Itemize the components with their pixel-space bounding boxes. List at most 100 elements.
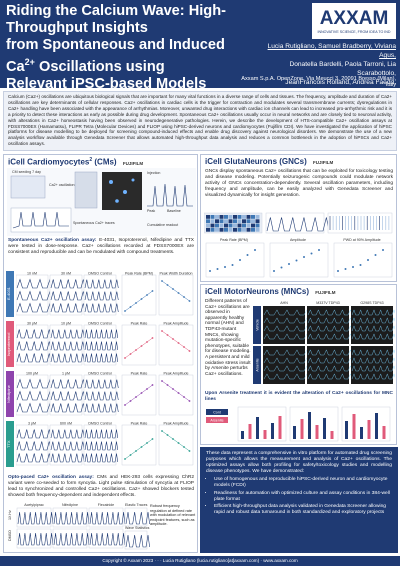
plot-title: Peak Amplitude [164,422,189,426]
heatmap-cell [215,215,219,219]
affiliation: Axxam S.p.A. OpenZone, Via Meucci 3, 200… [241,76,396,88]
arsenite-bar-plots: Cont Arsenite [206,406,391,442]
diagram-label: Peak [147,209,155,213]
calcium-trace [50,341,85,351]
opto-paced-figure: Acetylpiprac Nifedipine Flecainide 1X Hz DMS… [8,503,196,550]
plot-title: Peak Rate [131,372,148,376]
moto-trace [351,357,395,364]
moto-trace [351,349,395,356]
data-point [295,259,298,262]
bar [300,419,304,439]
dose-label: 30 nM [61,272,71,276]
bar [263,430,267,439]
data-point [344,268,347,270]
heatmap-cell [242,215,246,219]
heatmap-cell [219,223,224,228]
heatmap-cell [255,227,260,232]
calcium-trace [16,453,52,463]
opto-col-label: Flecainide [98,503,114,507]
heatmap-cell [224,215,228,219]
plot-title: Peak Width Duration [160,272,193,276]
bar [248,424,252,439]
dose-response-plot [158,424,194,466]
fit-curve [161,380,190,402]
title-text: (CMs) [92,157,117,167]
heatmap-cell [206,227,210,232]
bar [278,416,282,439]
calcium-trace [16,429,52,439]
plot-title: Peak Rate (BPM) [125,272,153,276]
title-line: Riding the Calcium Wave: High-Throughput… [6,3,226,36]
heatmap-cell [215,223,219,228]
calcium-trace [84,279,119,289]
moto-trace [307,333,353,340]
moto-title: iCell MotorNeurons (MNCs) FUJIFILM [201,285,396,296]
title-line: from Spontaneous and Induced [6,37,225,53]
fit-curve [161,280,190,302]
data-point [224,266,226,268]
calcium-trace [50,453,85,463]
heatmap-cell [251,215,255,219]
calcium-trace [84,403,119,413]
opto-note: Robust frequency regulation at defined r… [150,504,196,527]
cardio-title: iCell Cardiomyocytes2 (CMs) FUJIFILM [4,155,197,167]
bar [271,423,274,439]
heatmap-cell [255,219,260,224]
dose-label: 3 pM [28,422,36,426]
calcium-trace [84,353,119,363]
calcium-trace [84,453,119,463]
heatmap-cell [237,215,242,219]
heatmap-cell [219,219,224,224]
heatmap-cell [210,223,215,228]
opto-trace [17,533,54,546]
calcium-trace [84,441,119,451]
conclusion-bullet: Use of homogenous and reproducible hiPSC… [214,477,392,489]
author-line: Lucia Rutigliano, Samuel Bradberry, Vivi… [267,43,396,59]
bar [323,418,326,439]
axxam-logo: AXXAM INNOVATIVE SCIENCE, FROM IDEA TO I… [312,3,396,39]
data-point [318,249,320,251]
title-sup: 2+ [24,57,35,67]
dose-label: 10 nM [27,272,37,276]
gluta-plots: Peak Rate (BPM) Amplitude PWD at 90% Ampli… [204,212,393,278]
conclusion-box: These data represent a comprehensive in … [200,447,398,553]
arsenite-heading: Upon Arsenite treatment it is evident th… [205,391,393,402]
data-point [288,263,290,265]
opto-trace [89,512,126,525]
fujifilm-logo: FUJIFILM [315,290,336,295]
gluta-plot-label: PWD at 90% Amplitude [343,238,380,242]
bar [382,426,386,439]
data-point [231,264,234,266]
data-point [337,270,339,272]
data-point [303,256,305,258]
plot-title: Peak Rate [131,322,148,326]
calcium-trace [50,391,86,401]
heatmap-cell [224,227,228,232]
gluta-dose-plot [269,242,329,278]
fit-curve [161,430,190,452]
dose-label: DMSO Control [88,422,112,426]
trace-box [83,374,117,416]
heatmap-cell [206,215,210,219]
legend-swatch [206,417,228,423]
conclusion-bullet: Efficient high-throughput data analysis … [214,504,392,516]
gluta-plot-label: Peak Rate (BPM) [220,238,248,242]
compound-row-label: E-4031 [6,271,14,317]
conclusion-list: Use of homogenous and reproducible hiPSC… [206,477,392,516]
opto-note-text: Robust frequency regulation at defined r… [150,504,196,527]
data-point [374,254,377,256]
opto-col-label: Acetylpiprac [24,503,44,507]
heatmap-cell [237,223,242,228]
plate-icon [10,175,46,199]
gluta-text: GNCs display spontaneous Ca2+ oscillatio… [205,169,393,198]
heatmap-cell [246,223,251,228]
calcium-trace [84,391,119,401]
gluta-title: iCell GlutaNeurons (GNCs) FUJIFILM [201,155,396,166]
gluta-raster [327,212,393,234]
heatmap-cell [246,215,251,219]
data-point [273,270,275,272]
moto-trace [307,349,353,356]
conclusion-intro: These data represent a comprehensive in … [206,451,392,475]
heatmap-cell [228,219,233,224]
fit-curve [161,330,190,352]
